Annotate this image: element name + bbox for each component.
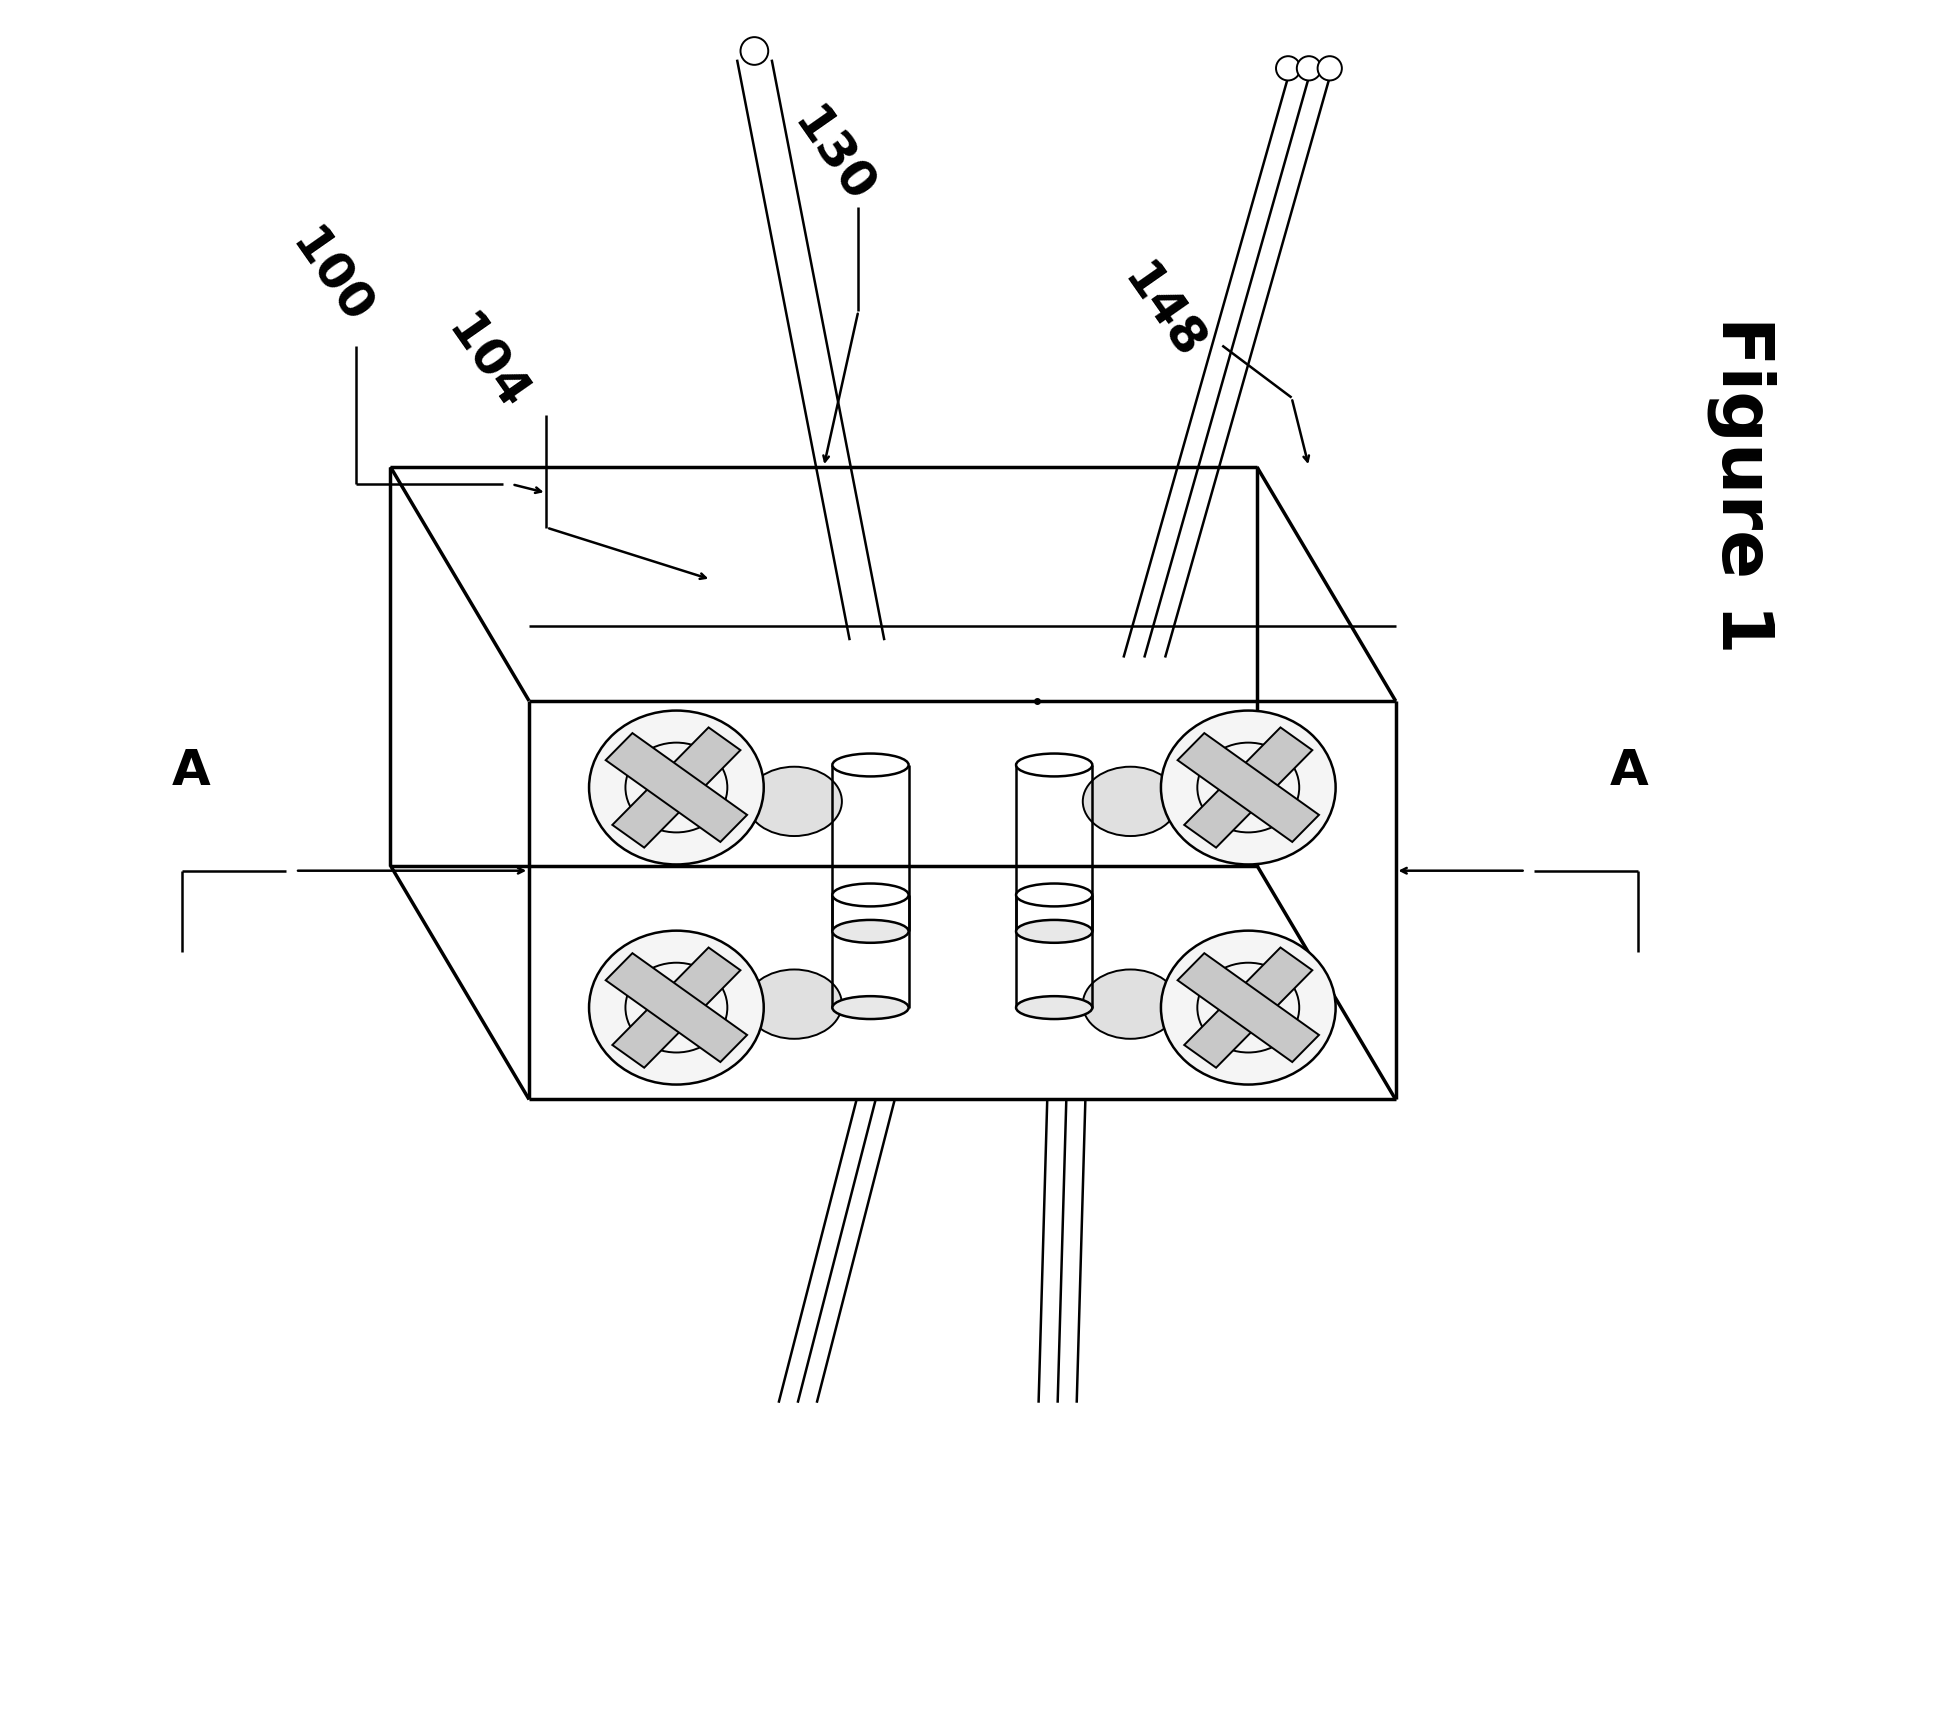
Ellipse shape: [833, 753, 909, 778]
Text: 100: 100: [280, 220, 379, 334]
Ellipse shape: [1016, 753, 1091, 778]
Polygon shape: [1177, 954, 1319, 1062]
Ellipse shape: [1016, 920, 1091, 944]
Text: 130: 130: [783, 99, 882, 213]
Text: A: A: [1610, 746, 1649, 795]
Text: A: A: [171, 746, 210, 795]
Text: Figure 1: Figure 1: [1707, 317, 1777, 653]
Ellipse shape: [1016, 996, 1091, 1020]
Circle shape: [1276, 57, 1301, 81]
Ellipse shape: [1016, 883, 1091, 908]
Ellipse shape: [1161, 932, 1336, 1084]
Polygon shape: [606, 734, 748, 842]
Ellipse shape: [833, 883, 909, 908]
Polygon shape: [1185, 727, 1313, 849]
Ellipse shape: [833, 996, 909, 1020]
Polygon shape: [612, 947, 740, 1069]
Polygon shape: [612, 727, 740, 849]
Ellipse shape: [588, 712, 763, 864]
Polygon shape: [1185, 947, 1313, 1069]
Circle shape: [1317, 57, 1342, 81]
Ellipse shape: [833, 920, 909, 944]
Ellipse shape: [1161, 712, 1336, 864]
Ellipse shape: [746, 767, 843, 837]
Ellipse shape: [1084, 970, 1179, 1039]
Circle shape: [740, 38, 769, 66]
Text: 148: 148: [1113, 255, 1212, 369]
Text: 104: 104: [437, 307, 536, 421]
Polygon shape: [606, 954, 748, 1062]
Ellipse shape: [588, 932, 763, 1084]
Ellipse shape: [1084, 767, 1179, 837]
Polygon shape: [1177, 734, 1319, 842]
Ellipse shape: [746, 970, 843, 1039]
Circle shape: [1297, 57, 1321, 81]
